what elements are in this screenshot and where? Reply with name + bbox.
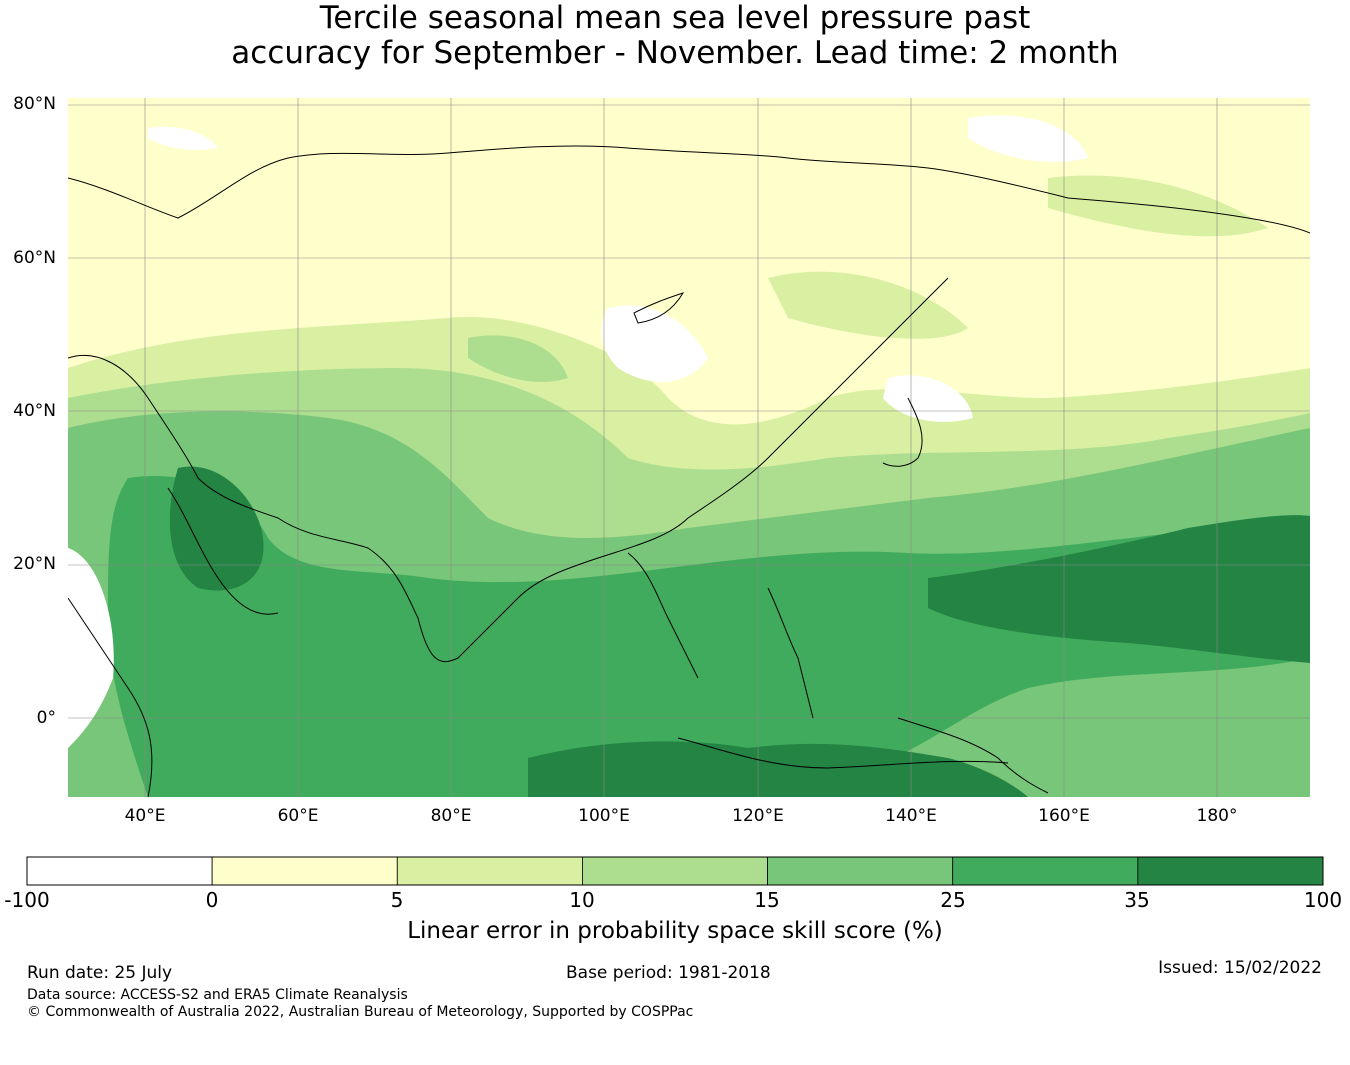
lon-label-120e: 120°E (732, 806, 784, 826)
lon-label-60e: 60°E (277, 806, 319, 826)
colorbar-tick-label: 0 (205, 888, 219, 912)
skill-fill-white (68, 115, 1088, 748)
copyright: © Commonwealth of Australia 2022, Austra… (27, 1004, 694, 1020)
colorbar-segment (211, 856, 398, 886)
colorbar-segment (952, 856, 1139, 886)
base-period: Base period: 1981-2018 (566, 963, 771, 983)
colorbar-frame (26, 856, 1324, 886)
lat-label-40n: 40°N (13, 401, 56, 421)
skill-fill-green (108, 476, 1310, 797)
map-title-line-2: accuracy for September - November. Lead … (231, 35, 1119, 71)
lat-label-80n: 80°N (13, 94, 56, 114)
run-date: Run date: 25 July (27, 963, 173, 983)
colorbar-tick-label: 100 (1303, 888, 1343, 912)
lat-label-0: 0° (36, 708, 56, 728)
colorbar-segment (1137, 856, 1324, 886)
colorbar-tick-label: 5 (390, 888, 404, 912)
lon-label-180: 180° (1196, 806, 1238, 826)
data-source: Data source: ACCESS-S2 and ERA5 Climate … (27, 987, 408, 1003)
colorbar-tick-label: 35 (1124, 888, 1150, 912)
issued-date: Issued: 15/02/2022 (1158, 958, 1322, 978)
skill-fill-dark-green (169, 466, 1310, 797)
map-title-line-1: Tercile seasonal mean sea level pressure… (319, 0, 1031, 36)
lon-label-160e: 160°E (1038, 806, 1090, 826)
colorbar-segment (26, 856, 213, 886)
colorbar-segment (582, 856, 768, 886)
colorbar-label: Linear error in probability space skill … (407, 918, 943, 944)
colorbar-tick-label: 15 (754, 888, 780, 912)
colorbar-segment (767, 856, 954, 886)
lat-label-20n: 20°N (13, 554, 56, 574)
colorbar-segment (396, 856, 583, 886)
lat-label-60n: 60°N (13, 248, 56, 268)
lon-label-100e: 100°E (578, 806, 630, 826)
colorbar-tick-label: 25 (940, 888, 966, 912)
colorbar (26, 856, 1324, 886)
skill-score-map (68, 98, 1310, 797)
lon-label-80e: 80°E (430, 806, 472, 826)
lon-label-140e: 140°E (885, 806, 937, 826)
coastlines (68, 145, 1310, 797)
lon-label-40e: 40°E (124, 806, 166, 826)
colorbar-tick-label: 10 (569, 888, 595, 912)
colorbar-tick-label: -100 (4, 888, 50, 912)
graticule (68, 98, 1310, 797)
